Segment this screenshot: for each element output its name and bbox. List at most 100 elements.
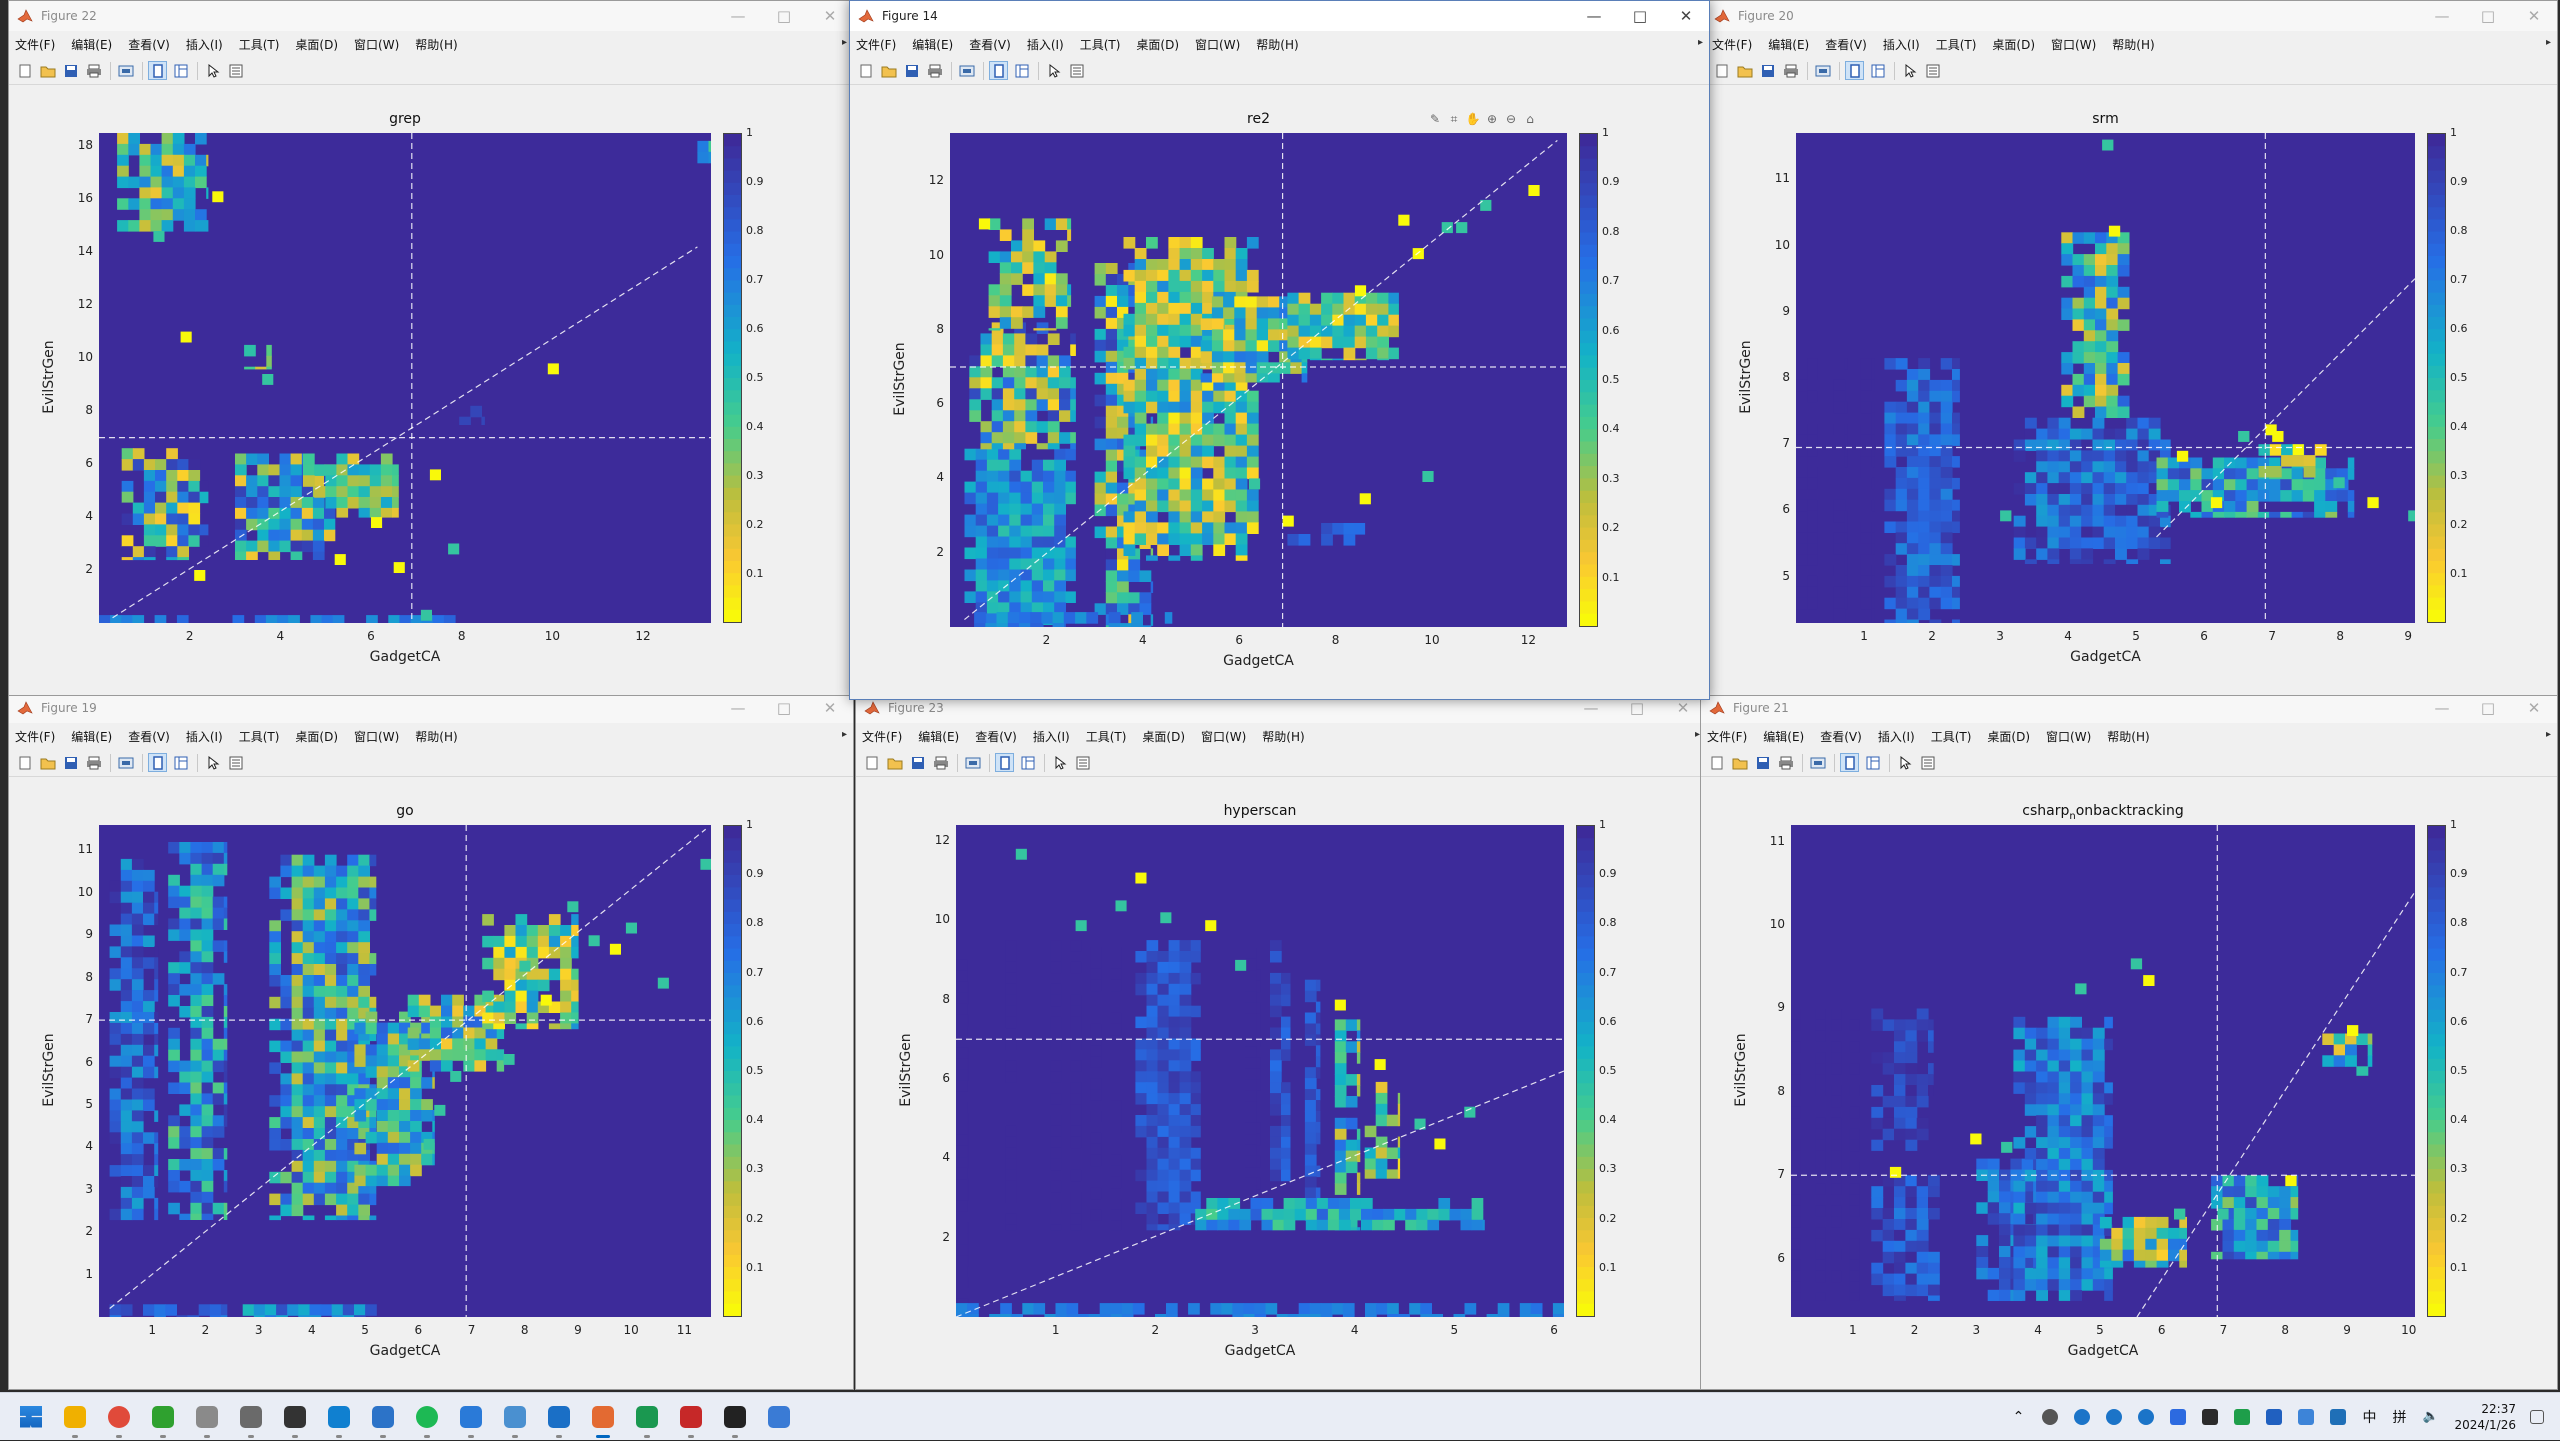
- property-editor-icon[interactable]: [1863, 753, 1882, 772]
- minimize-button[interactable]: —: [1586, 7, 1602, 25]
- open-file-icon[interactable]: [1730, 753, 1749, 772]
- app-icon[interactable]: [676, 1402, 706, 1438]
- chevron-up-icon[interactable]: ⌃: [2012, 1409, 2025, 1425]
- cloud-icon[interactable]: [2042, 1409, 2059, 1425]
- figure-window[interactable]: Figure 23 — □ ✕ 文件(F) 编辑(E) 查看(V) 插入(I) 工具(T…: [855, 692, 1707, 1390]
- menu-item[interactable]: 工具(T): [1935, 37, 1977, 52]
- heatmap-axes[interactable]: [99, 133, 711, 623]
- minimize-button[interactable]: —: [730, 699, 746, 717]
- brush-icon[interactable]: ✎: [1429, 112, 1441, 126]
- speaker-icon[interactable]: 🔈: [2422, 1409, 2439, 1424]
- new-figure-icon[interactable]: [856, 61, 875, 80]
- plot-tools-icon[interactable]: [226, 61, 245, 80]
- menu-item[interactable]: 插入(I): [1882, 37, 1920, 52]
- minimize-button[interactable]: —: [2434, 7, 2450, 25]
- menu-expand-icon[interactable]: ▸: [841, 37, 847, 48]
- menu-item[interactable]: 桌面(D): [1136, 37, 1180, 52]
- save-icon[interactable]: [908, 753, 927, 772]
- window-titlebar[interactable]: Figure 22 — □ ✕: [9, 1, 853, 31]
- menu-expand-icon[interactable]: ▸: [2545, 37, 2551, 48]
- menu-item[interactable]: 查看(V): [128, 37, 170, 52]
- menu-item[interactable]: 文件(F): [862, 729, 903, 744]
- chrome-icon[interactable]: [104, 1402, 134, 1438]
- menu-item[interactable]: 查看(V): [969, 37, 1011, 52]
- outlook-icon[interactable]: [544, 1402, 574, 1438]
- maximize-button[interactable]: □: [2480, 699, 2496, 717]
- save-icon[interactable]: [1753, 753, 1772, 772]
- print-icon[interactable]: [925, 61, 944, 80]
- menu-item[interactable]: 窗口(W): [1195, 37, 1241, 52]
- start-icon[interactable]: [16, 1402, 46, 1432]
- menu-item[interactable]: 查看(V): [1820, 729, 1862, 744]
- menu-item[interactable]: 帮助(H): [2112, 37, 2155, 52]
- minimize-button[interactable]: —: [730, 7, 746, 25]
- menu-item[interactable]: 编辑(E): [71, 37, 113, 52]
- heatmap-axes[interactable]: [99, 825, 711, 1317]
- app-tray-icon[interactable]: [2266, 1409, 2283, 1425]
- save-icon[interactable]: [902, 61, 921, 80]
- menu-item[interactable]: 文件(F): [15, 37, 56, 52]
- menu-item[interactable]: 桌面(D): [1992, 37, 2036, 52]
- onedrive-icon[interactable]: [2138, 1409, 2155, 1425]
- menu-item[interactable]: 帮助(H): [415, 37, 458, 52]
- menu-item[interactable]: 窗口(W): [2051, 37, 2097, 52]
- menu-item[interactable]: 窗口(W): [2046, 729, 2092, 744]
- window-titlebar[interactable]: Figure 14 — □ ✕: [850, 1, 1709, 31]
- menu-item[interactable]: 编辑(E): [918, 729, 960, 744]
- menu-item[interactable]: 帮助(H): [1256, 37, 1299, 52]
- plot-tools-icon[interactable]: [226, 753, 245, 772]
- plot-tools-icon[interactable]: [1918, 753, 1937, 772]
- open-file-icon[interactable]: [879, 61, 898, 80]
- menu-expand-icon[interactable]: ▸: [1694, 729, 1700, 740]
- menu-item[interactable]: 桌面(D): [1987, 729, 2031, 744]
- app-tray-icon[interactable]: [2202, 1409, 2219, 1425]
- plot-tools-icon[interactable]: [1073, 753, 1092, 772]
- heatmap-axes[interactable]: [1791, 825, 2415, 1317]
- print-icon[interactable]: [1781, 61, 1800, 80]
- close-button[interactable]: ✕: [1676, 699, 1690, 717]
- window-titlebar[interactable]: Figure 19 — □ ✕: [9, 693, 853, 723]
- save-icon[interactable]: [61, 61, 80, 80]
- menu-item[interactable]: 桌面(D): [295, 37, 339, 52]
- figure-window[interactable]: Figure 21 — □ ✕ 文件(F) 编辑(E) 查看(V) 插入(I) 工具(T…: [1700, 692, 2558, 1390]
- open-file-icon[interactable]: [38, 61, 57, 80]
- menu-item[interactable]: 插入(I): [185, 37, 223, 52]
- spotify-icon[interactable]: [412, 1402, 442, 1438]
- app-tray-icon[interactable]: [2330, 1409, 2347, 1425]
- edit-plot-icon[interactable]: [203, 753, 222, 772]
- menu-item[interactable]: 编辑(E): [912, 37, 954, 52]
- heatmap-axes[interactable]: [950, 133, 1567, 627]
- print-icon[interactable]: [84, 753, 103, 772]
- menu-item[interactable]: 工具(T): [1085, 729, 1127, 744]
- maximize-button[interactable]: □: [1632, 7, 1648, 25]
- menu-item[interactable]: 工具(T): [238, 37, 280, 52]
- menu-expand-icon[interactable]: ▸: [1697, 37, 1703, 48]
- menu-item[interactable]: 编辑(E): [1768, 37, 1810, 52]
- edit-plot-icon[interactable]: [1895, 753, 1914, 772]
- menu-item[interactable]: 插入(I): [1026, 37, 1064, 52]
- wechat-icon[interactable]: [148, 1402, 178, 1438]
- menu-item[interactable]: 插入(I): [1877, 729, 1915, 744]
- link-plot-icon[interactable]: [1813, 61, 1832, 80]
- menu-item[interactable]: 文件(F): [1707, 729, 1748, 744]
- menu-item[interactable]: 编辑(E): [71, 729, 113, 744]
- figure-window[interactable]: Figure 20 — □ ✕ 文件(F) 编辑(E) 查看(V) 插入(I) 工具(T…: [1705, 0, 2558, 696]
- new-figure-icon[interactable]: [1712, 61, 1731, 80]
- window-titlebar[interactable]: Figure 20 — □ ✕: [1706, 1, 2557, 31]
- dock-icon[interactable]: [989, 61, 1008, 80]
- colorbar[interactable]: [723, 133, 742, 623]
- property-editor-icon[interactable]: [1868, 61, 1887, 80]
- notepad-icon[interactable]: [368, 1402, 398, 1438]
- home-icon[interactable]: ⌂: [1526, 112, 1534, 126]
- app-tray-icon[interactable]: [2234, 1409, 2251, 1425]
- menu-item[interactable]: 插入(I): [1032, 729, 1070, 744]
- file-explorer-icon[interactable]: [60, 1402, 90, 1438]
- matlab-icon[interactable]: [588, 1402, 618, 1438]
- typora-icon[interactable]: [720, 1402, 750, 1438]
- property-editor-icon[interactable]: [171, 61, 190, 80]
- open-file-icon[interactable]: [38, 753, 57, 772]
- menu-item[interactable]: 查看(V): [1825, 37, 1867, 52]
- menu-item[interactable]: 文件(F): [1712, 37, 1753, 52]
- menu-item[interactable]: 桌面(D): [1142, 729, 1186, 744]
- link-plot-icon[interactable]: [116, 61, 135, 80]
